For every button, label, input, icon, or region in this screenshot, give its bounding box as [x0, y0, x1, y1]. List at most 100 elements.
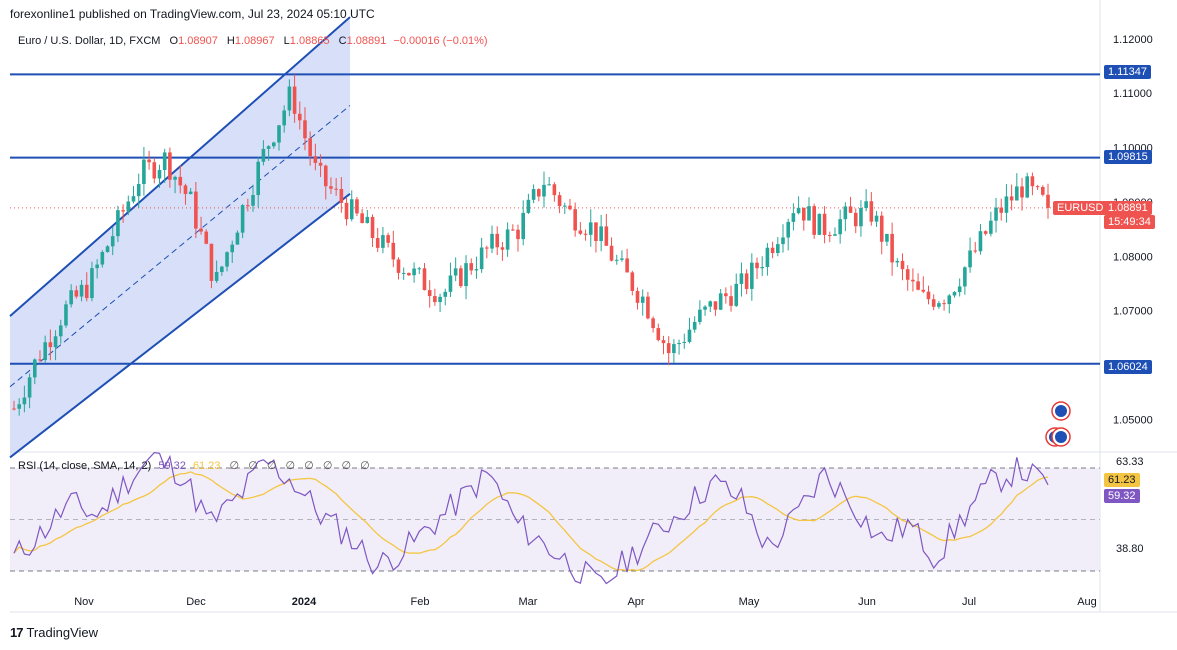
- candle-body: [552, 184, 557, 196]
- candle-body: [152, 162, 157, 179]
- candle-body: [874, 215, 879, 222]
- candle-body: [329, 186, 333, 189]
- candle-body: [931, 299, 936, 307]
- candle-body: [604, 226, 609, 246]
- candle-body: [266, 146, 271, 149]
- candle-body: [812, 206, 816, 235]
- low-label: L: [283, 35, 290, 47]
- candle-body: [911, 279, 915, 282]
- high-value: 1.08967: [234, 35, 275, 47]
- candle-body: [427, 290, 432, 297]
- candle-body: [750, 262, 754, 289]
- candle-body: [261, 148, 266, 162]
- candle-body: [194, 191, 198, 229]
- candle-body: [453, 268, 458, 276]
- candle-body: [568, 205, 572, 210]
- candle-body: [464, 263, 468, 287]
- open-value: 1.08907: [178, 35, 218, 47]
- candle-body: [246, 205, 250, 207]
- candle-body: [973, 250, 978, 252]
- candle-body: [672, 344, 676, 354]
- candle-body: [412, 268, 416, 276]
- candle-body: [900, 260, 905, 270]
- candle-body: [443, 291, 448, 297]
- candle-body: [879, 215, 884, 242]
- candle-body: [474, 269, 479, 271]
- candle-body: [516, 229, 520, 240]
- candle-body: [630, 272, 635, 291]
- tradingview-footer[interactable]: 17 TradingView: [10, 625, 98, 640]
- candle-body: [942, 303, 946, 305]
- candle-body: [116, 210, 120, 237]
- candle-body: [848, 206, 853, 213]
- rsi-sma-legend-value: 61.23: [192, 460, 221, 472]
- candle-body: [573, 209, 577, 231]
- candle-body: [1004, 196, 1009, 213]
- last-price-badge: 1.08891: [1104, 201, 1152, 215]
- candle-body: [391, 242, 396, 260]
- candle-body: [110, 236, 115, 247]
- candle-body: [370, 216, 375, 239]
- candle-body: [168, 152, 172, 180]
- candle-body: [199, 228, 203, 232]
- candle-body: [64, 304, 68, 326]
- time-axis-label: Feb: [411, 596, 430, 608]
- candle-body: [84, 284, 89, 299]
- candle-body: [739, 273, 744, 284]
- price-tick-label: 1.05000: [1113, 414, 1153, 426]
- rsi-upper-level-label: 63.33: [1116, 456, 1144, 468]
- candle-body: [79, 284, 84, 297]
- symbol-badge: EURUSD: [1053, 201, 1108, 215]
- candle-body: [69, 290, 73, 305]
- candle-body: [136, 184, 141, 197]
- candle-body: [562, 205, 567, 207]
- candle-body: [53, 336, 58, 348]
- candle-body: [121, 210, 125, 212]
- price-tick-label: 1.12000: [1113, 34, 1153, 46]
- candle-body: [100, 252, 105, 265]
- candle-body: [433, 296, 437, 303]
- candle-body: [895, 260, 900, 263]
- candle-body: [375, 238, 380, 248]
- candle-body: [765, 247, 770, 268]
- candle-body: [646, 296, 650, 319]
- candle-body: [459, 268, 463, 287]
- time-axis-label: Jun: [858, 596, 876, 608]
- channel-lower-line: [9, 193, 351, 459]
- candle-body: [963, 267, 967, 287]
- candle-body: [303, 120, 307, 139]
- candle-body: [505, 229, 510, 250]
- candle-body: [318, 162, 323, 166]
- time-axis-label: May: [739, 596, 760, 608]
- candle-body: [698, 309, 702, 322]
- candle-body: [292, 86, 297, 114]
- candle-body: [32, 359, 37, 378]
- candle-body: [853, 212, 858, 227]
- candle-body: [225, 252, 229, 267]
- time-axis-label: Jul: [962, 596, 976, 608]
- low-value: 1.08865: [289, 35, 330, 47]
- symbol-name[interactable]: Euro / U.S. Dollar, 1D, FXCM: [18, 35, 161, 47]
- price-tick-label: 1.08000: [1113, 251, 1153, 263]
- candle-body: [843, 206, 848, 220]
- empty-value: ∅: [304, 460, 314, 472]
- candle-body: [1020, 186, 1024, 198]
- candle-body: [838, 219, 842, 235]
- price-tick-label: 1.07000: [1113, 306, 1153, 318]
- rsi-label[interactable]: RSI (14, close, SMA, 14, 2): [18, 460, 152, 472]
- candle-body: [625, 258, 629, 273]
- empty-value: ∅: [229, 460, 240, 472]
- empty-value: ∅: [266, 460, 277, 472]
- candle-body: [885, 233, 889, 242]
- candle-body: [864, 201, 868, 209]
- candle-body: [796, 207, 801, 214]
- candle-body: [957, 286, 962, 293]
- candle-body: [755, 262, 759, 269]
- channel-median-line: [9, 105, 351, 388]
- time-axis-label: Nov: [74, 596, 94, 608]
- candle-body: [386, 235, 390, 243]
- candle-body: [360, 213, 364, 224]
- rsi-value-badge: 59.32: [1104, 489, 1140, 503]
- candle-body: [240, 205, 245, 233]
